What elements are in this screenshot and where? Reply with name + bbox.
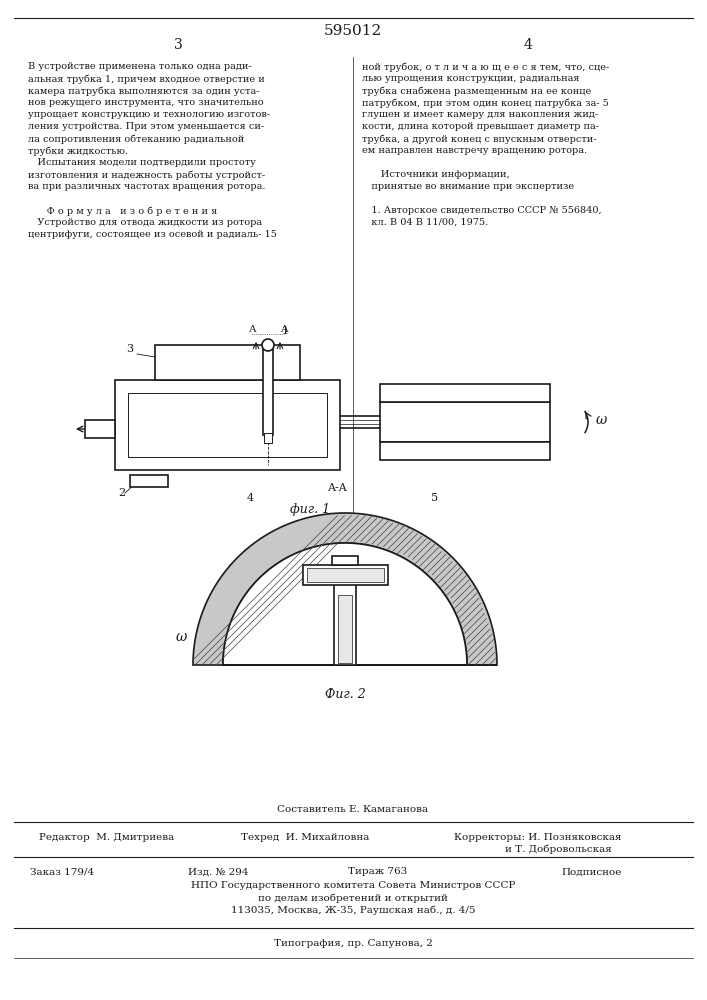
Text: лью упрощения конструкции, радиальная: лью упрощения конструкции, радиальная [362, 74, 580, 83]
Text: Типография, пр. Сапунова, 2: Типография, пр. Сапунова, 2 [274, 938, 433, 948]
Text: A: A [248, 325, 256, 334]
Text: нов режущего инструмента, что значительно: нов режущего инструмента, что значительн… [28, 98, 264, 107]
Text: трубки жидкостью.: трубки жидкостью. [28, 146, 128, 155]
Bar [380, 402, 550, 442]
Bar [155, 345, 300, 380]
Text: Испытания модели подтвердили простоту: Испытания модели подтвердили простоту [28, 158, 256, 167]
Bar [303, 565, 388, 585]
Text: 3: 3 [127, 344, 134, 354]
Text: Источники информации,: Источники информации, [362, 170, 510, 179]
Text: Техред  И. Михайловна: Техред И. Михайловна [241, 832, 369, 842]
Bar [130, 475, 168, 487]
Text: Тираж 763: Тираж 763 [349, 867, 408, 876]
Bar [380, 442, 550, 460]
Text: ω: ω [596, 413, 607, 427]
Bar [380, 442, 550, 460]
Text: по делам изобретений и открытий: по делам изобретений и открытий [258, 893, 448, 903]
Bar [115, 380, 340, 470]
Text: ем направлен навстречу вращению ротора.: ем направлен навстречу вращению ротора. [362, 146, 587, 155]
Text: 4: 4 [247, 493, 254, 503]
Text: фиг. 1: фиг. 1 [290, 502, 330, 516]
Bar [338, 595, 352, 663]
Text: изготовления и надежность работы устройст-: изготовления и надежность работы устройс… [28, 170, 265, 180]
Text: Редактор  М. Дмитриева: Редактор М. Дмитриева [40, 832, 175, 842]
Text: кл. В 04 В 11/00, 1975.: кл. В 04 В 11/00, 1975. [362, 218, 489, 227]
Text: A: A [280, 325, 288, 334]
Text: l: l [358, 561, 362, 571]
Text: Изд. № 294: Изд. № 294 [188, 867, 248, 876]
Text: Фиг. 2: Фиг. 2 [325, 688, 366, 702]
Bar [334, 575, 356, 665]
Text: В устройстве применена только одна ради-: В устройстве применена только одна ради- [28, 62, 252, 71]
Text: 2: 2 [119, 488, 126, 498]
Text: альная трубка 1, причем входное отверстие и: альная трубка 1, причем входное отверсти… [28, 74, 264, 84]
Text: трубка снабжена размещенным на ее конце: трубка снабжена размещенным на ее конце [362, 86, 591, 96]
Text: 3: 3 [174, 38, 182, 52]
Text: патрубком, при этом один конец патрубка за- 5: патрубком, при этом один конец патрубка … [362, 98, 609, 107]
Polygon shape [193, 513, 497, 665]
Text: 1. Авторское свидетельство СССР № 556840,: 1. Авторское свидетельство СССР № 556840… [362, 206, 602, 215]
Text: центрифуги, состоящее из осевой и радиаль- 15: центрифуги, состоящее из осевой и радиал… [28, 230, 277, 239]
Text: 5: 5 [431, 493, 438, 503]
Bar [380, 384, 550, 402]
Bar [307, 568, 384, 582]
Text: Устройство для отвода жидкости из ротора: Устройство для отвода жидкости из ротора [28, 218, 262, 227]
Text: h: h [370, 575, 377, 585]
Text: 595012: 595012 [324, 24, 382, 38]
Text: ления устройства. При этом уменьшается си-: ления устройства. При этом уменьшается с… [28, 122, 264, 131]
Polygon shape [223, 543, 467, 665]
Bar [85, 420, 115, 438]
Text: ной трубок, о т л и ч а ю щ е е с я тем, что, сце-: ной трубок, о т л и ч а ю щ е е с я тем,… [362, 62, 609, 72]
Text: A-A: A-A [327, 483, 347, 493]
Bar [380, 384, 550, 402]
Text: Ф о р м у л а   и з о б р е т е н и я: Ф о р м у л а и з о б р е т е н и я [28, 206, 217, 216]
Text: глушен и имеет камеру для накопления жид-: глушен и имеет камеру для накопления жид… [362, 110, 598, 119]
Bar [263, 345, 273, 435]
Text: кости, длина которой превышает диаметр па-: кости, длина которой превышает диаметр п… [362, 122, 599, 131]
Text: 1: 1 [282, 326, 289, 336]
Text: трубка, а другой конец с впускным отверсти-: трубка, а другой конец с впускным отверс… [362, 134, 597, 143]
Text: ω: ω [175, 630, 187, 644]
Bar [115, 380, 340, 470]
Text: Подписное: Подписное [562, 867, 622, 876]
Text: Корректоры: И. Позняковская: Корректоры: И. Позняковская [455, 832, 621, 842]
Bar [155, 345, 300, 380]
Circle shape [262, 339, 274, 351]
Bar [332, 556, 358, 565]
Text: упрощает конструкцию и технологию изготов-: упрощает конструкцию и технологию изгото… [28, 110, 270, 119]
Text: принятые во внимание при экспертизе: принятые во внимание при экспертизе [362, 182, 574, 191]
Text: Составитель Е. Камаганова: Составитель Е. Камаганова [277, 804, 428, 814]
Text: камера патрубка выполняются за один уста-: камера патрубка выполняются за один уста… [28, 86, 259, 96]
Bar [128, 393, 327, 457]
Text: Заказ 179/4: Заказ 179/4 [30, 867, 94, 876]
Text: ла сопротивления обтеканию радиальной: ла сопротивления обтеканию радиальной [28, 134, 244, 143]
Text: 4: 4 [524, 38, 532, 52]
Text: НПО Государственного комитета Совета Министров СССР: НПО Государственного комитета Совета Мин… [191, 882, 515, 890]
Text: ва при различных частотах вращения ротора.: ва при различных частотах вращения ротор… [28, 182, 266, 191]
Text: 113035, Москва, Ж-35, Раушская наб., д. 4/5: 113035, Москва, Ж-35, Раушская наб., д. … [230, 905, 475, 915]
Bar [264, 433, 272, 443]
Text: и Т. Добровольская: и Т. Добровольская [505, 844, 612, 854]
